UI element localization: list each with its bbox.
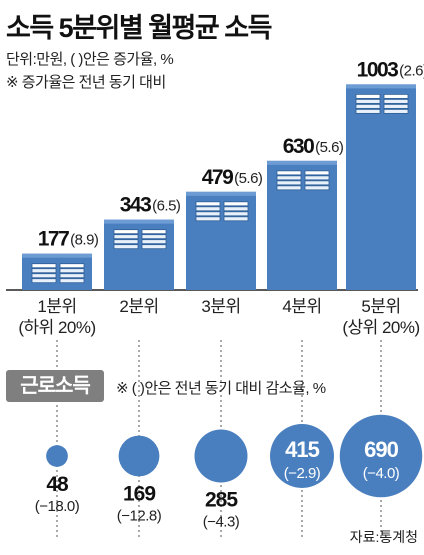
income-bar-top [186, 191, 256, 196]
labor-change-label: (−12.8) [117, 507, 162, 524]
income-bar-top [104, 219, 174, 224]
income-bar-top [267, 160, 337, 165]
money-stack-icon [355, 93, 409, 114]
labor-change-label: (−18.0) [35, 498, 80, 515]
labor-value-label: 415 [285, 437, 319, 462]
labor-income-circle [118, 435, 160, 477]
quintile-sublabel: (상위 20%) [342, 318, 419, 337]
quintile-label: 5분위 [361, 297, 400, 316]
quintile-label: 1분위 [37, 297, 76, 316]
bar-value-label: 479 [202, 166, 233, 189]
labor-income-badge: 근로소득 [6, 370, 104, 402]
quintile-label: 2분위 [119, 297, 158, 316]
money-stack-icon [276, 170, 330, 191]
labor-income-circle [194, 429, 248, 483]
quintile-label: 3분위 [201, 297, 240, 316]
income-bar [346, 84, 416, 290]
labor-value-label: 285 [205, 489, 238, 512]
labor-income-circle [339, 414, 423, 498]
bar-change-label: (5.6) [234, 170, 263, 187]
bar-value-label: 343 [120, 194, 151, 217]
quintile-sublabel: (하위 20%) [18, 318, 95, 337]
labor-change-label: (−2.9) [284, 465, 321, 482]
bar-value-label: 1003 [357, 58, 399, 81]
money-stack-icon [31, 263, 85, 284]
comparison-note: ※ 증가율은 전년 동기 대비 [6, 74, 166, 91]
labor-change-label: (−4.0) [363, 465, 400, 482]
money-stack-icon [195, 201, 249, 222]
income-bar-top [346, 84, 416, 89]
money-stack-icon [113, 229, 167, 250]
source-label: 자료:통계청 [349, 529, 418, 545]
quintile-label: 4분위 [282, 297, 321, 316]
labor-income-circle [270, 424, 334, 488]
labor-value-label: 169 [123, 482, 155, 505]
unit-note: 단위:만원, ( )안은 증가율, % [6, 51, 174, 68]
bar-change-label: (5.6) [315, 139, 344, 156]
chart-title: 소득 5분위별 월평균 소득 [6, 13, 272, 43]
labor-change-label: (−4.3) [203, 514, 240, 531]
labor-value-label: 690 [364, 437, 398, 462]
bar-value-label: 177 [38, 228, 69, 251]
bar-change-label: (6.5) [152, 198, 181, 215]
bar-change-label: (2.6) [399, 62, 424, 79]
labor-income-circle [46, 445, 68, 467]
labor-decrease-note: ※ ( )안은 전년 동기 대비 감소율, % [116, 380, 326, 397]
labor-value-label: 48 [46, 473, 69, 496]
income-bar-top [22, 253, 92, 258]
bar-change-label: (8.9) [70, 232, 99, 249]
bar-value-label: 630 [283, 135, 314, 158]
